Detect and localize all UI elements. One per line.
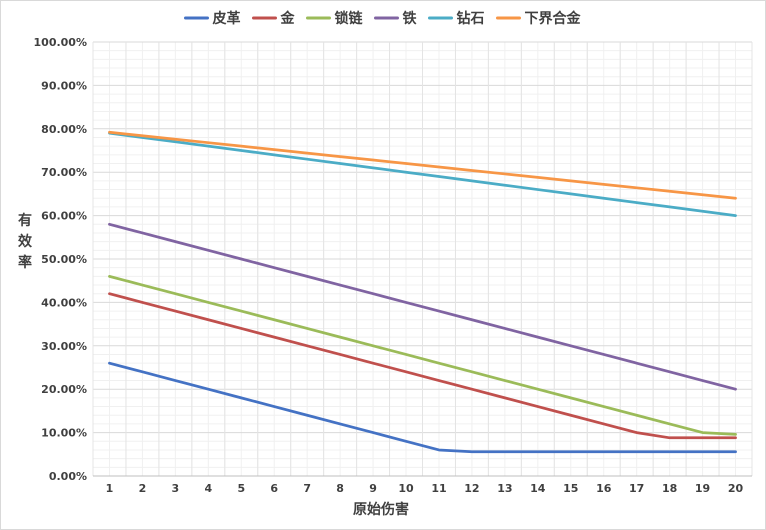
legend-label: 金 xyxy=(280,10,296,27)
axes: 0.00% 10.00% 20.00% 30.00% 40.00% 50.00% 60.00… xyxy=(34,36,752,495)
x-tick-label: 14 xyxy=(530,482,546,495)
x-tick-label: 2 xyxy=(139,482,147,495)
y-tick-label: 10.00% xyxy=(41,427,87,440)
x-tick-label: 20 xyxy=(728,482,744,495)
x-tick-label: 12 xyxy=(464,482,479,495)
y-tick-label: 80.00% xyxy=(41,123,87,136)
x-tick-label: 3 xyxy=(172,482,180,495)
x-tick-label: 1 xyxy=(106,482,114,495)
y-tick-label: 0.00% xyxy=(49,470,87,483)
legend-label: 铁 xyxy=(403,10,417,27)
y-tick-label: 60.00% xyxy=(41,210,87,223)
y-tick-label: 50.00% xyxy=(41,253,87,266)
series-line-金 xyxy=(108,292,737,440)
x-tick-label: 13 xyxy=(497,482,512,495)
x-tick-label: 11 xyxy=(431,482,446,495)
y-tick-label: 30.00% xyxy=(41,340,87,353)
series-line-锁链 xyxy=(108,274,737,436)
x-tick-label: 18 xyxy=(662,482,677,495)
grid xyxy=(92,41,753,477)
x-tick-label: 16 xyxy=(596,482,612,495)
x-tick-label: 7 xyxy=(303,482,311,495)
legend-label: 皮革 xyxy=(212,10,241,27)
x-tick-label: 17 xyxy=(629,482,644,495)
x-tick-label: 5 xyxy=(237,482,245,495)
legend-label: 下界合金 xyxy=(525,10,582,27)
series-line-皮革 xyxy=(108,361,737,454)
x-tick-label: 10 xyxy=(398,482,414,495)
x-tick-label: 8 xyxy=(336,482,344,495)
y-tick-label: 20.00% xyxy=(41,383,87,396)
x-tick-label: 4 xyxy=(204,482,212,495)
y-tick-label: 90.00% xyxy=(41,79,87,92)
y-tick-label: 40.00% xyxy=(41,296,87,309)
legend-label: 锁链 xyxy=(335,10,364,27)
x-tick-label: 9 xyxy=(369,482,377,495)
y-axis-title: 有效率 xyxy=(18,212,33,271)
series-lines xyxy=(108,130,737,454)
y-tick-label: 70.00% xyxy=(41,166,87,179)
x-tick-label: 19 xyxy=(695,482,710,495)
y-tick-label: 100.00% xyxy=(34,36,87,49)
series-line-铁 xyxy=(108,222,737,391)
x-tick-label: 15 xyxy=(563,482,578,495)
x-tick-label: 6 xyxy=(270,482,278,495)
legend: 皮革 金 锁链 铁 钻石 下界合金 xyxy=(184,10,582,27)
series-line-钻石 xyxy=(108,131,737,217)
x-axis-title: 原始伤害 xyxy=(353,501,409,518)
series-line-下界合金 xyxy=(108,130,737,200)
legend-label: 钻石 xyxy=(457,10,485,27)
